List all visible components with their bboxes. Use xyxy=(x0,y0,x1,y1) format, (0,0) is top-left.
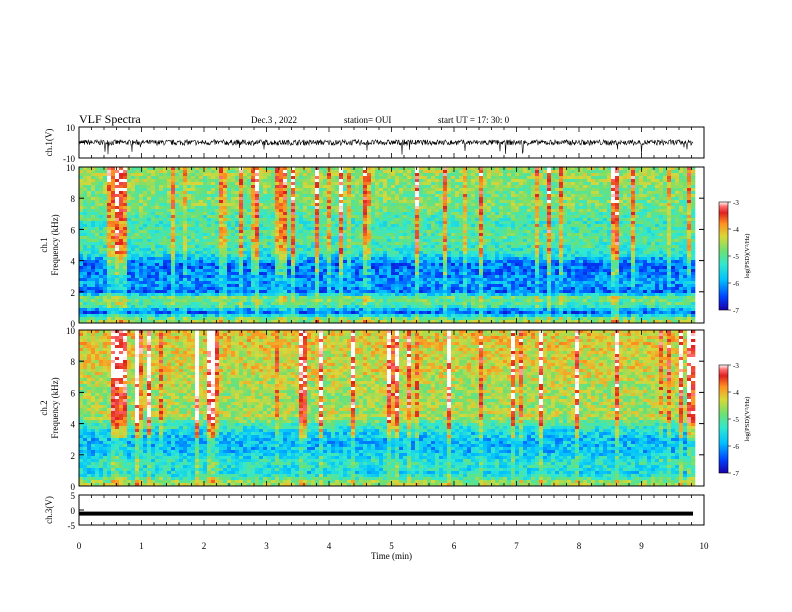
ch2-colorbar-bar xyxy=(719,365,728,473)
ch2-colorbar-label: log(PSD)(V²/Hz) xyxy=(744,397,751,442)
ch3-trace xyxy=(79,512,693,516)
time-tick-label: 4 xyxy=(327,541,332,551)
spectrogram-cells xyxy=(79,167,695,323)
start-ut-label: start UT = 17: 30: 0 xyxy=(438,115,509,125)
spectrogram-ylabel: Frequency (kHz) xyxy=(50,377,60,438)
time-tick-label: 2 xyxy=(202,541,207,551)
freq-tick-label: 10 xyxy=(66,163,76,173)
ch2-colorbar-tick-label: -7 xyxy=(733,470,739,478)
time-axis-label: Time (min) xyxy=(371,551,412,561)
ch3-ytick-label: 0 xyxy=(71,506,76,516)
ch3-ylabel: ch.3(V) xyxy=(44,496,54,524)
freq-tick-label: 8 xyxy=(71,194,76,204)
freq-tick-label: 4 xyxy=(71,257,76,267)
figure-title: VLF Spectra xyxy=(79,112,141,127)
freq-tick-label: 6 xyxy=(71,388,76,398)
time-tick-label: 1 xyxy=(139,541,144,551)
ch2-colorbar-tick-label: -6 xyxy=(733,443,739,451)
freq-tick-label: 6 xyxy=(71,225,76,235)
time-tick-label: 9 xyxy=(639,541,644,551)
freq-tick-label: 8 xyxy=(71,357,76,367)
time-tick-label: 3 xyxy=(264,541,269,551)
date-label: Dec.3 , 2022 xyxy=(251,115,297,125)
freq-tick-label: 2 xyxy=(71,288,76,298)
time-tick-label: 5 xyxy=(389,541,394,551)
spectrogram-ylabel: Frequency (kHz) xyxy=(50,214,60,275)
time-tick-label: 10 xyxy=(700,541,710,551)
ch1-colorbar-tick-label: -5 xyxy=(733,253,739,261)
ch1-colorbar-bar xyxy=(719,202,728,310)
ch2-colorbar-tick-label: -3 xyxy=(733,362,739,370)
ch3-waveform-panel: 5 0 -5 ch.3(V) xyxy=(44,491,704,531)
ch1-ytick-label: 10 xyxy=(66,123,76,133)
spectrogram-cells xyxy=(79,330,695,486)
freq-tick-label: 2 xyxy=(71,451,76,461)
ch1-colorbar-tick-label: -6 xyxy=(733,280,739,288)
ch1-colorbar-tick-label: -4 xyxy=(733,226,739,234)
ch1-colorbar: -3 -4 -5 -6 -7 log(PSD)(V²/Hz) xyxy=(719,199,751,315)
time-axis: 0 1 2 3 4 5 6 7 8 9 10 Time (min) xyxy=(77,541,709,561)
freq-tick-label: 10 xyxy=(66,326,76,336)
ch3-ytick-label: 5 xyxy=(71,491,76,501)
spectrogram-channel-label: ch.2 xyxy=(39,400,49,415)
time-tick-label: 6 xyxy=(452,541,457,551)
ch1-colorbar-tick-label: -7 xyxy=(733,307,739,315)
ch1-ylabel: ch.1(V) xyxy=(44,129,54,157)
time-tick-label: 0 xyxy=(77,541,82,551)
spectrogram-channel-label: ch.1 xyxy=(39,237,49,252)
ch2-colorbar-tick-label: -5 xyxy=(733,416,739,424)
ch2-colorbar: -3 -4 -5 -6 -7 log(PSD)(V²/Hz) xyxy=(719,362,751,478)
time-tick-label: 7 xyxy=(514,541,519,551)
freq-tick-label: 4 xyxy=(71,420,76,430)
ch1-colorbar-label: log(PSD)(V²/Hz) xyxy=(744,234,751,279)
ch1-trace xyxy=(79,140,693,155)
station-label: station= OUI xyxy=(344,115,391,125)
ch2-colorbar-tick-label: -4 xyxy=(733,389,739,397)
time-tick-label: 8 xyxy=(577,541,582,551)
ch1-colorbar-tick-label: -3 xyxy=(733,199,739,207)
ch3-ytick-label: -5 xyxy=(68,521,76,531)
